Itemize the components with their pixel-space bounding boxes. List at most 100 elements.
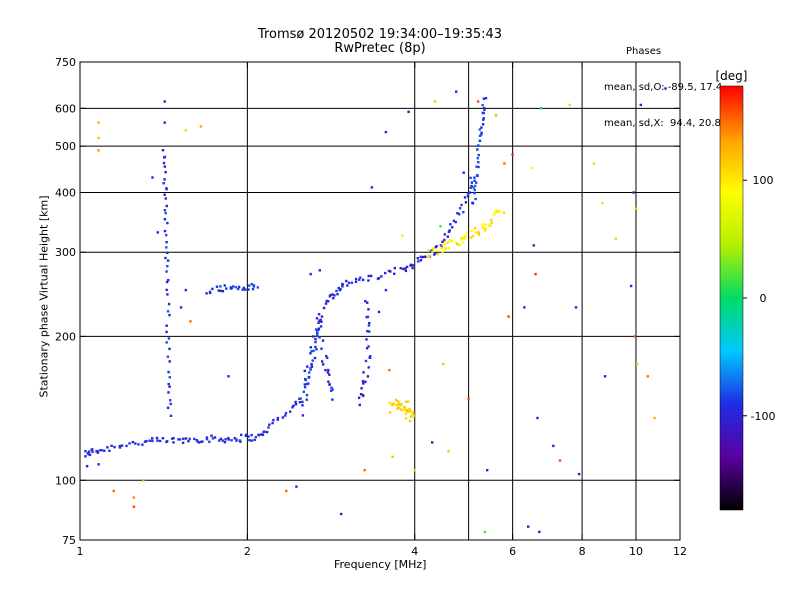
colorbar-tick-label: 100 <box>753 174 774 187</box>
data-point <box>151 439 154 443</box>
scatter-point <box>439 225 442 228</box>
data-point <box>473 188 476 192</box>
data-point <box>169 399 172 402</box>
data-point <box>315 334 318 338</box>
data-point <box>165 341 168 344</box>
data-point <box>247 284 251 287</box>
data-point <box>313 356 317 360</box>
data-point <box>328 383 331 386</box>
data-point <box>244 288 247 291</box>
data-point <box>399 267 402 270</box>
data-point <box>165 204 168 208</box>
data-point <box>330 386 333 389</box>
scatter-point <box>199 125 203 128</box>
data-point <box>106 446 109 449</box>
data-point <box>402 408 405 412</box>
data-point <box>473 226 477 230</box>
data-point <box>408 419 412 423</box>
data-point <box>474 197 477 201</box>
data-point <box>232 285 235 288</box>
data-point <box>478 134 482 137</box>
data-point <box>475 174 479 177</box>
data-point <box>284 411 288 415</box>
data-point <box>466 195 470 198</box>
data-point <box>477 144 480 147</box>
data-point <box>250 283 253 286</box>
data-point <box>397 402 401 405</box>
data-point <box>303 369 306 373</box>
data-point <box>443 242 446 245</box>
data-point <box>475 165 478 168</box>
data-point <box>319 325 323 328</box>
data-point <box>443 238 446 242</box>
data-point <box>108 449 111 452</box>
y-tick-label: 75 <box>62 534 76 547</box>
data-point <box>454 220 457 224</box>
data-point <box>161 437 165 440</box>
data-point <box>224 438 227 441</box>
data-point <box>441 240 444 243</box>
data-point <box>118 445 121 448</box>
data-point <box>166 406 170 409</box>
data-point <box>346 284 349 287</box>
data-point <box>328 373 331 376</box>
data-point <box>441 243 444 246</box>
data-point <box>188 437 191 441</box>
data-point <box>170 437 174 440</box>
data-point <box>404 408 408 411</box>
y-tick-label: 300 <box>55 246 76 259</box>
data-point <box>480 133 483 136</box>
data-point <box>367 324 371 327</box>
data-point <box>427 254 431 257</box>
data-point <box>335 289 338 293</box>
scatter-point <box>401 234 404 237</box>
x-tick-label: 2 <box>244 545 251 558</box>
scatter-point <box>534 272 537 276</box>
data-point <box>460 236 464 240</box>
data-point <box>167 382 170 386</box>
data-point <box>462 211 465 214</box>
data-point <box>490 221 494 224</box>
scatter-point <box>511 153 514 156</box>
data-point <box>341 285 344 288</box>
data-point <box>309 367 312 370</box>
scatter-point <box>363 469 366 472</box>
data-point <box>318 336 321 339</box>
data-point <box>423 255 426 259</box>
data-point <box>165 440 168 444</box>
data-point <box>298 397 301 400</box>
data-point <box>184 437 188 440</box>
data-point <box>458 243 461 247</box>
data-point <box>483 229 486 232</box>
data-point <box>368 356 371 359</box>
data-point <box>447 230 451 233</box>
scatter-point <box>413 469 416 472</box>
scatter-point <box>539 107 543 110</box>
data-point <box>450 240 454 243</box>
data-point <box>193 437 196 441</box>
data-point <box>182 437 185 440</box>
data-point <box>240 433 243 437</box>
data-point <box>172 437 175 440</box>
scatter-point <box>163 100 166 103</box>
data-point <box>456 212 459 215</box>
data-point <box>478 139 482 142</box>
data-point <box>446 235 449 238</box>
scatter-point <box>407 110 410 113</box>
data-point <box>395 398 398 402</box>
phases-mean-o: mean, sd,O: -89.5, 17.4 <box>604 82 723 93</box>
data-point <box>357 396 361 399</box>
data-point <box>217 289 220 292</box>
data-point <box>236 287 240 291</box>
scatter-point <box>184 288 187 292</box>
data-point <box>310 365 314 368</box>
data-point <box>96 451 100 454</box>
data-point <box>320 315 324 318</box>
data-point <box>303 383 306 386</box>
data-point <box>465 231 468 234</box>
scatter-point <box>523 306 526 309</box>
scatter-point <box>142 479 145 482</box>
scatter-point <box>532 244 535 247</box>
data-point <box>314 345 317 349</box>
data-point <box>462 241 465 244</box>
